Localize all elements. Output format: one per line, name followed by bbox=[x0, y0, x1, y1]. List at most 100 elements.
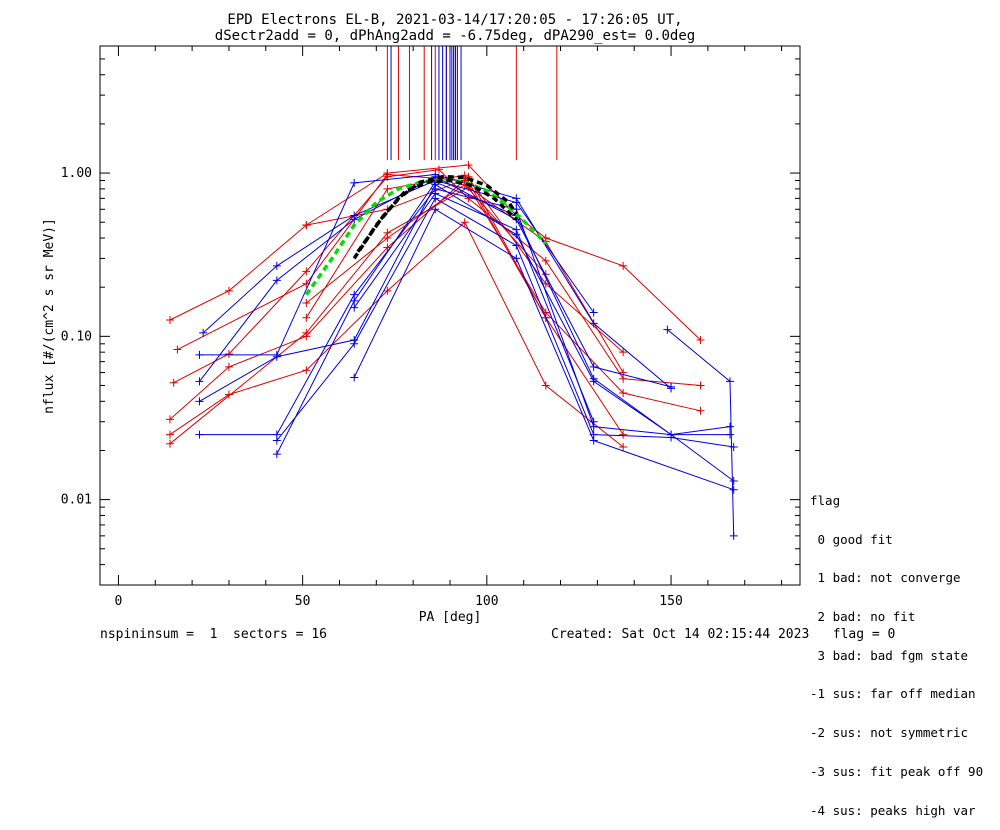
data-point-marker bbox=[619, 388, 628, 397]
data-point-marker bbox=[589, 436, 598, 445]
chart-title-line1: EPD Electrons EL-B, 2021-03-14/17:20:05 … bbox=[227, 12, 682, 28]
series-line bbox=[169, 186, 624, 445]
data-point-marker bbox=[460, 171, 469, 180]
data-point-marker bbox=[166, 415, 174, 424]
data-point-marker bbox=[166, 315, 174, 324]
data-point-marker bbox=[729, 477, 738, 486]
data-point-marker bbox=[166, 430, 174, 439]
data-point-marker bbox=[431, 205, 440, 214]
data-point-marker bbox=[272, 276, 281, 285]
data-point-marker bbox=[619, 261, 628, 270]
data-point-marker bbox=[729, 443, 738, 452]
y-tick-label: 0.01 bbox=[61, 493, 92, 508]
data-point-marker bbox=[224, 362, 233, 371]
data-point-marker bbox=[302, 313, 311, 322]
data-point-marker bbox=[350, 339, 359, 348]
data-point-marker bbox=[272, 450, 281, 459]
series-line bbox=[169, 175, 624, 435]
data-point-marker bbox=[541, 256, 550, 265]
series-line bbox=[305, 183, 547, 304]
data-point-marker bbox=[195, 397, 204, 406]
data-point-marker bbox=[726, 377, 734, 386]
data-point-marker bbox=[272, 261, 281, 270]
data-point-marker bbox=[195, 377, 204, 386]
data-point-marker bbox=[350, 178, 359, 187]
data-point-marker bbox=[663, 325, 672, 334]
data-point-marker bbox=[350, 373, 359, 382]
data-point-marker bbox=[383, 184, 392, 193]
data-point-marker bbox=[350, 303, 359, 312]
legend-item: 2 bad: no fit bbox=[810, 608, 916, 624]
data-point-marker bbox=[464, 161, 473, 170]
data-point-marker bbox=[589, 319, 598, 328]
data-point-marker bbox=[619, 348, 628, 357]
data-point-marker bbox=[589, 308, 598, 317]
data-point-marker bbox=[589, 374, 598, 383]
data-point-marker bbox=[512, 225, 521, 234]
x-tick-label: 0 bbox=[115, 594, 123, 609]
data-point-marker bbox=[199, 328, 208, 337]
series-line bbox=[202, 179, 595, 334]
legend-item: -3 sus: fit peak off 90 bbox=[810, 763, 984, 779]
data-point-marker bbox=[195, 430, 204, 439]
y-axis-label: nflux [#/(cm^2 s sr MeV)] bbox=[42, 218, 57, 414]
series-line bbox=[169, 221, 624, 448]
data-point-marker bbox=[589, 417, 598, 426]
data-point-marker bbox=[350, 215, 359, 224]
data-point-marker bbox=[383, 286, 392, 295]
legend-title: flag bbox=[810, 492, 841, 508]
data-point-marker bbox=[302, 366, 311, 375]
footer-right: Created: Sat Oct 14 02:15:44 2023 flag =… bbox=[551, 627, 896, 642]
fit-curve bbox=[356, 178, 518, 253]
data-point-marker bbox=[696, 381, 705, 390]
legend-item: 1 bad: not converge bbox=[810, 570, 961, 586]
chart: EPD Electrons EL-B, 2021-03-14/17:20:05 … bbox=[42, 12, 801, 625]
data-point-marker bbox=[169, 378, 178, 387]
legend-item: 3 bad: bad fgm state bbox=[810, 647, 969, 663]
data-point-marker bbox=[726, 430, 734, 439]
data-point-marker bbox=[173, 345, 182, 354]
legend-item: -2 sus: not symmetric bbox=[810, 725, 969, 741]
axes-layer: 0 50 100 150 0.01 0.10 1.00 bbox=[61, 46, 800, 609]
chart-title-line2: dSectr2add = 0, dPhAng2add = -6.75deg, d… bbox=[215, 28, 695, 44]
data-point-marker bbox=[512, 194, 521, 203]
data-point-marker bbox=[383, 170, 392, 179]
y-tick-label: 1.00 bbox=[61, 166, 92, 181]
data-point-marker bbox=[350, 296, 359, 305]
data-point-marker bbox=[166, 439, 174, 448]
footer-left: nspininsum = 1 sectors = 16 bbox=[100, 627, 327, 642]
data-point-marker bbox=[512, 254, 521, 263]
data-point-marker bbox=[302, 267, 311, 276]
data-point-marker bbox=[619, 443, 628, 452]
data-point-marker bbox=[619, 430, 628, 439]
data-point-marker bbox=[667, 433, 676, 442]
legend-item: 0 good fit bbox=[810, 531, 893, 547]
series-line bbox=[667, 329, 735, 536]
data-point-marker bbox=[302, 299, 311, 308]
y-tick-label: 0.10 bbox=[61, 329, 92, 344]
legend-item: -1 sus: far off median bbox=[810, 686, 976, 702]
data-point-marker bbox=[512, 241, 521, 250]
fit-curve bbox=[304, 177, 548, 296]
data-point-marker bbox=[302, 328, 311, 337]
data-point-marker bbox=[667, 382, 676, 391]
data-point-marker bbox=[729, 531, 738, 540]
x-tick-label: 100 bbox=[475, 594, 498, 609]
data-point-marker bbox=[729, 485, 738, 494]
series-line bbox=[353, 208, 734, 491]
series-line bbox=[173, 169, 701, 386]
data-point-marker bbox=[696, 335, 705, 344]
data-point-marker bbox=[302, 221, 311, 230]
x-axis-label: PA [deg] bbox=[419, 610, 482, 625]
data-point-marker bbox=[696, 406, 705, 415]
data-point-marker bbox=[541, 381, 550, 390]
data-point-marker bbox=[272, 352, 281, 361]
data-layer bbox=[166, 46, 738, 540]
data-point-marker bbox=[383, 234, 392, 243]
data-point-marker bbox=[434, 165, 443, 174]
x-tick-label: 50 bbox=[295, 594, 311, 609]
data-point-marker bbox=[224, 286, 233, 295]
data-point-marker bbox=[272, 436, 281, 445]
x-tick-label: 150 bbox=[659, 594, 682, 609]
data-point-marker bbox=[460, 218, 469, 227]
